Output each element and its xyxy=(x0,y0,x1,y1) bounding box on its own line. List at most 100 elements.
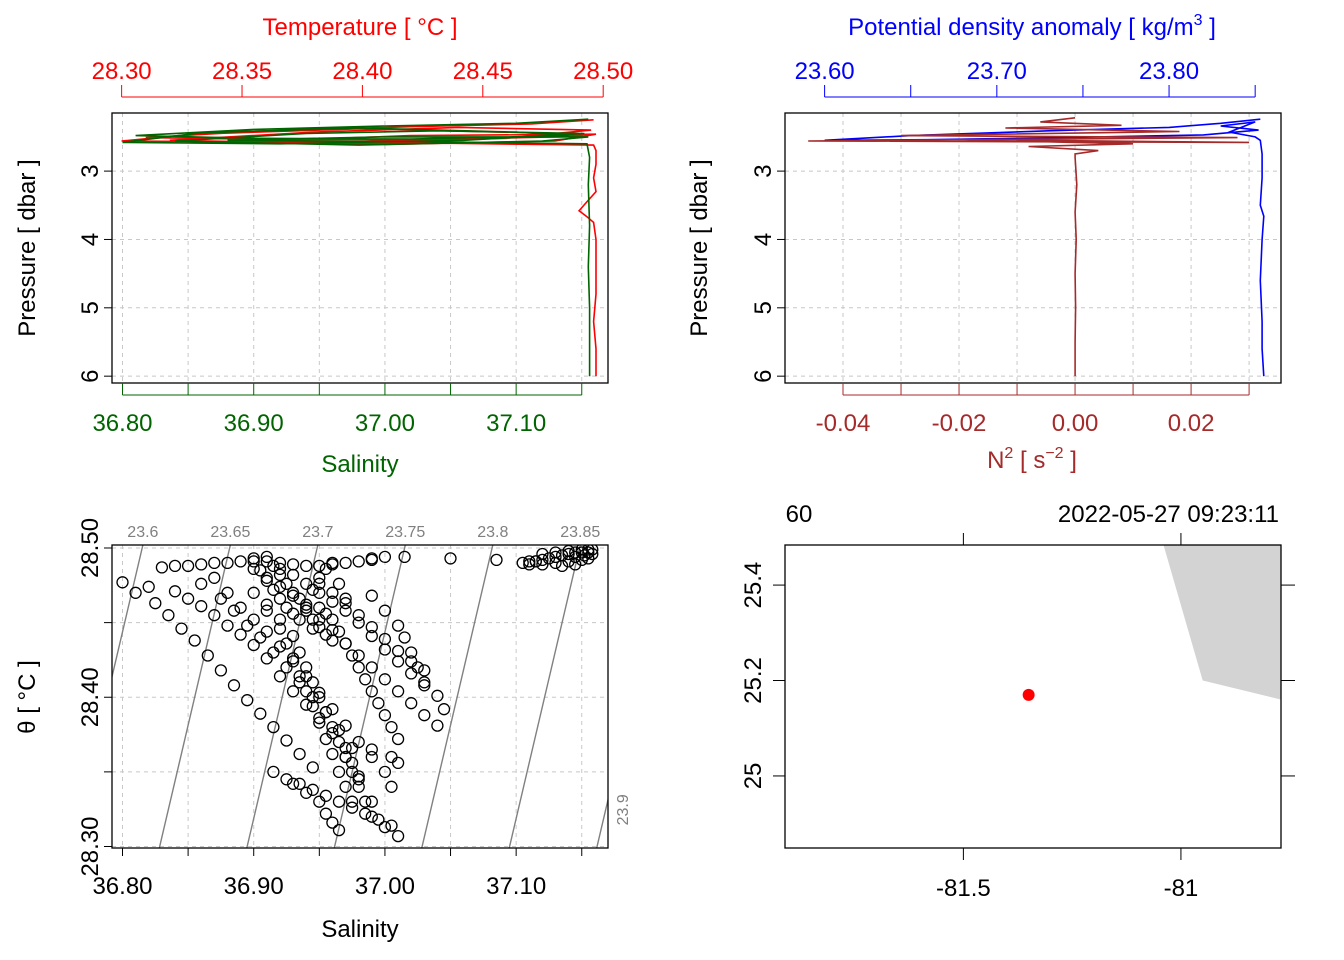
salinity-axis-title: Salinity xyxy=(321,451,398,478)
density-axis: 23.60 23.70 23.80 xyxy=(795,58,1256,98)
ts-point xyxy=(286,629,300,643)
map-latitude-axis: 25 25.2 25.4 xyxy=(740,562,1295,789)
ts-point xyxy=(267,765,280,779)
ts-point xyxy=(365,552,378,565)
map-station xyxy=(1022,688,1035,701)
ts-point xyxy=(372,813,385,826)
ts-point xyxy=(391,732,405,746)
isopycnal-line xyxy=(112,545,144,680)
profile-series-line xyxy=(121,119,597,377)
ts-point xyxy=(339,637,352,650)
ts-point xyxy=(326,586,339,599)
ts-point xyxy=(319,789,333,802)
isopycnal-label: 23.85 xyxy=(560,524,600,541)
ts-point xyxy=(300,577,313,590)
ts-point xyxy=(293,592,306,605)
ts-point xyxy=(536,553,549,567)
isopycnal-label: 23.6 xyxy=(127,524,158,541)
ts-point xyxy=(221,556,234,570)
top-axis-tick-label: 28.45 xyxy=(453,58,513,85)
bottom-axis-tick-label: 37.00 xyxy=(355,410,415,437)
profile-series-line xyxy=(808,117,1250,377)
map-longitude-axis: -81.5 -81 xyxy=(936,533,1198,902)
ts-point xyxy=(306,676,319,689)
ts-point xyxy=(214,592,228,605)
ts-point xyxy=(411,661,424,674)
ts-point xyxy=(260,598,273,611)
ts-point xyxy=(260,604,273,617)
ts-point xyxy=(286,777,300,790)
ts-point xyxy=(280,601,293,614)
ts-point xyxy=(313,601,326,614)
ts-point xyxy=(293,646,306,659)
ts-point xyxy=(280,637,293,650)
map-timestamp-label: 2022-05-27 09:23:11 xyxy=(1058,501,1279,528)
ts-point xyxy=(313,795,326,808)
ts-point xyxy=(247,555,260,568)
ts-y-tick-label: 28.30 xyxy=(77,816,104,876)
ts-point xyxy=(326,747,339,761)
ts-point xyxy=(286,652,300,665)
temperature-axis: 28.30 28.35 28.40 28.45 28.50 xyxy=(92,58,633,98)
ts-point xyxy=(586,547,599,561)
ts-point xyxy=(385,750,398,764)
ts-point xyxy=(313,559,326,573)
ts-point xyxy=(391,829,405,843)
ts-point xyxy=(286,558,300,571)
ts-point xyxy=(306,613,319,626)
ts-point xyxy=(313,620,326,634)
latitude-tick-label: 25.4 xyxy=(740,562,767,609)
ts-point xyxy=(273,580,287,593)
ts-point xyxy=(378,604,392,617)
ts-point xyxy=(391,644,405,658)
ts-point xyxy=(365,629,378,643)
ts-point xyxy=(306,783,319,796)
ts-point xyxy=(431,719,444,732)
pressure-axis-title-right-panel: Pressure [ dbar ] xyxy=(686,159,713,336)
ts-point xyxy=(234,601,247,614)
ts-point xyxy=(208,556,221,570)
map-land xyxy=(1163,545,1281,700)
ts-point xyxy=(391,655,405,668)
ts-point xyxy=(254,631,267,644)
bottom-axis-tick-label: -0.02 xyxy=(932,410,987,437)
ts-point xyxy=(286,589,300,602)
ts-point xyxy=(405,646,418,659)
ts-point xyxy=(260,571,273,584)
ts-point xyxy=(267,720,280,734)
ts-point xyxy=(352,616,365,629)
ts-point xyxy=(378,709,392,722)
ts-point xyxy=(267,646,280,659)
pressure-axis-title-left: Pressure [ dbar ] xyxy=(14,159,41,336)
ts-point xyxy=(536,547,549,561)
isopycnal-line xyxy=(421,545,494,848)
ts-point xyxy=(352,780,365,793)
ts-point xyxy=(385,780,398,793)
station-marker xyxy=(1022,688,1035,701)
ts-point xyxy=(332,795,346,808)
ts-point xyxy=(339,556,352,570)
ts-x-tick-label: 36.80 xyxy=(92,873,152,900)
ts-point xyxy=(339,719,352,732)
ts-y-tick-label: 28.40 xyxy=(77,667,104,727)
ts-point xyxy=(418,709,431,722)
ts-point xyxy=(234,628,247,641)
top-axis-tick-label: 23.60 xyxy=(795,58,855,85)
profile-series-line xyxy=(824,118,1265,377)
pressure-tick-label: 5 xyxy=(750,301,777,314)
ts-point xyxy=(273,592,287,605)
pressure-tick-label: 4 xyxy=(750,233,777,246)
ts-point xyxy=(306,622,319,635)
ts-point xyxy=(326,634,339,647)
ts-point xyxy=(201,649,214,662)
ts-point xyxy=(241,694,254,707)
ts-point xyxy=(339,592,352,605)
ts-point xyxy=(352,555,365,568)
ts-point xyxy=(555,559,569,573)
ts-point xyxy=(372,697,385,710)
salinity-axis: 36.80 36.90 37.00 37.10 xyxy=(92,383,583,437)
longitude-tick-label: -81 xyxy=(1164,875,1199,902)
ts-point xyxy=(293,613,306,626)
